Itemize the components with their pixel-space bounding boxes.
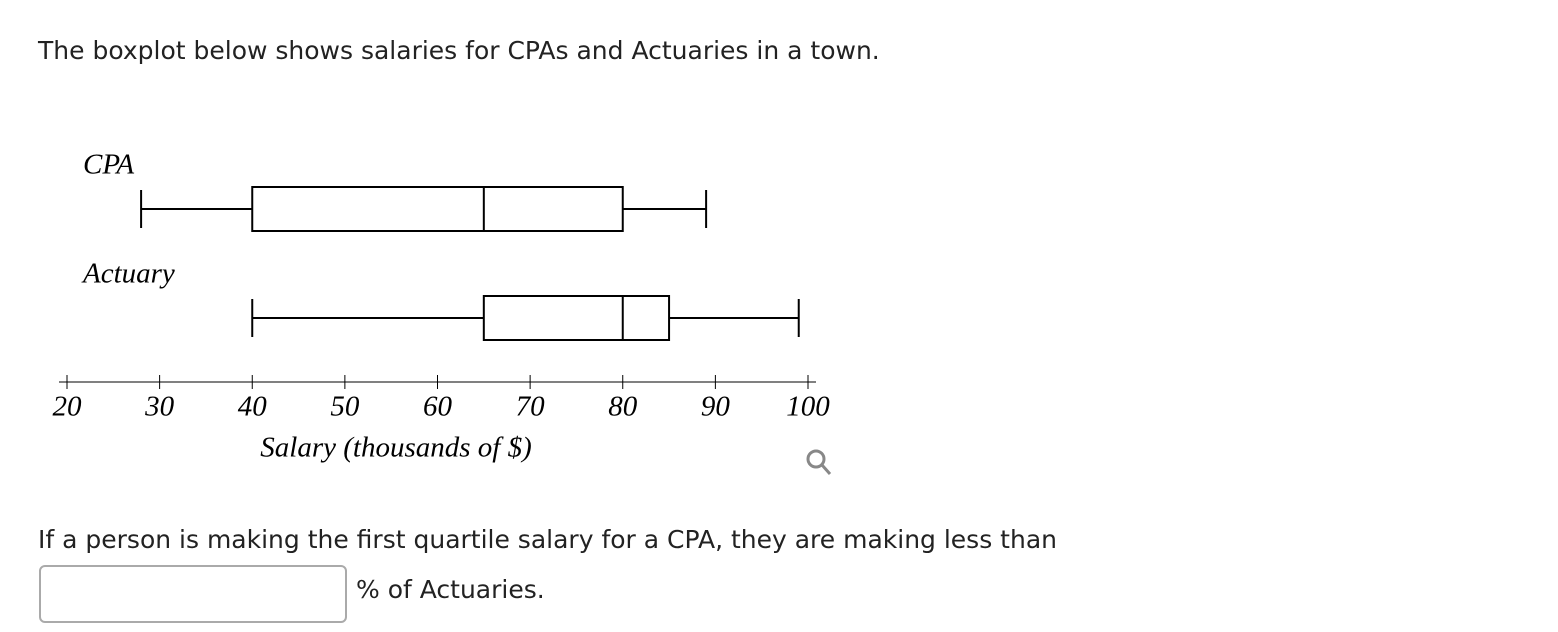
question: The boxplot below shows salaries for CPA…	[37, 36, 880, 65]
x-tick-label: 20	[53, 391, 83, 423]
x-tick-label: 60	[423, 391, 453, 423]
zoom-icon[interactable]	[806, 449, 832, 475]
box	[482, 295, 671, 341]
x-axis-label: Salary (thousands of $)	[260, 432, 531, 464]
x-tick-label: 50	[330, 391, 360, 423]
x-tick-label: 90	[701, 391, 731, 423]
box	[251, 186, 624, 232]
x-tick-label: 70	[516, 391, 546, 423]
series-label: Actuary	[81, 258, 175, 290]
x-tick-label: 40	[238, 391, 268, 423]
x-tick-label: 80	[608, 391, 638, 423]
answer-input[interactable]	[39, 565, 347, 623]
prompt: If a person is making the first quartile…	[38, 525, 1057, 554]
answer-suffix: % of Actuaries.	[356, 575, 545, 604]
x-tick-label: 100	[786, 391, 830, 423]
x-tick-label: 30	[144, 391, 175, 423]
series-label: CPA	[83, 149, 134, 181]
